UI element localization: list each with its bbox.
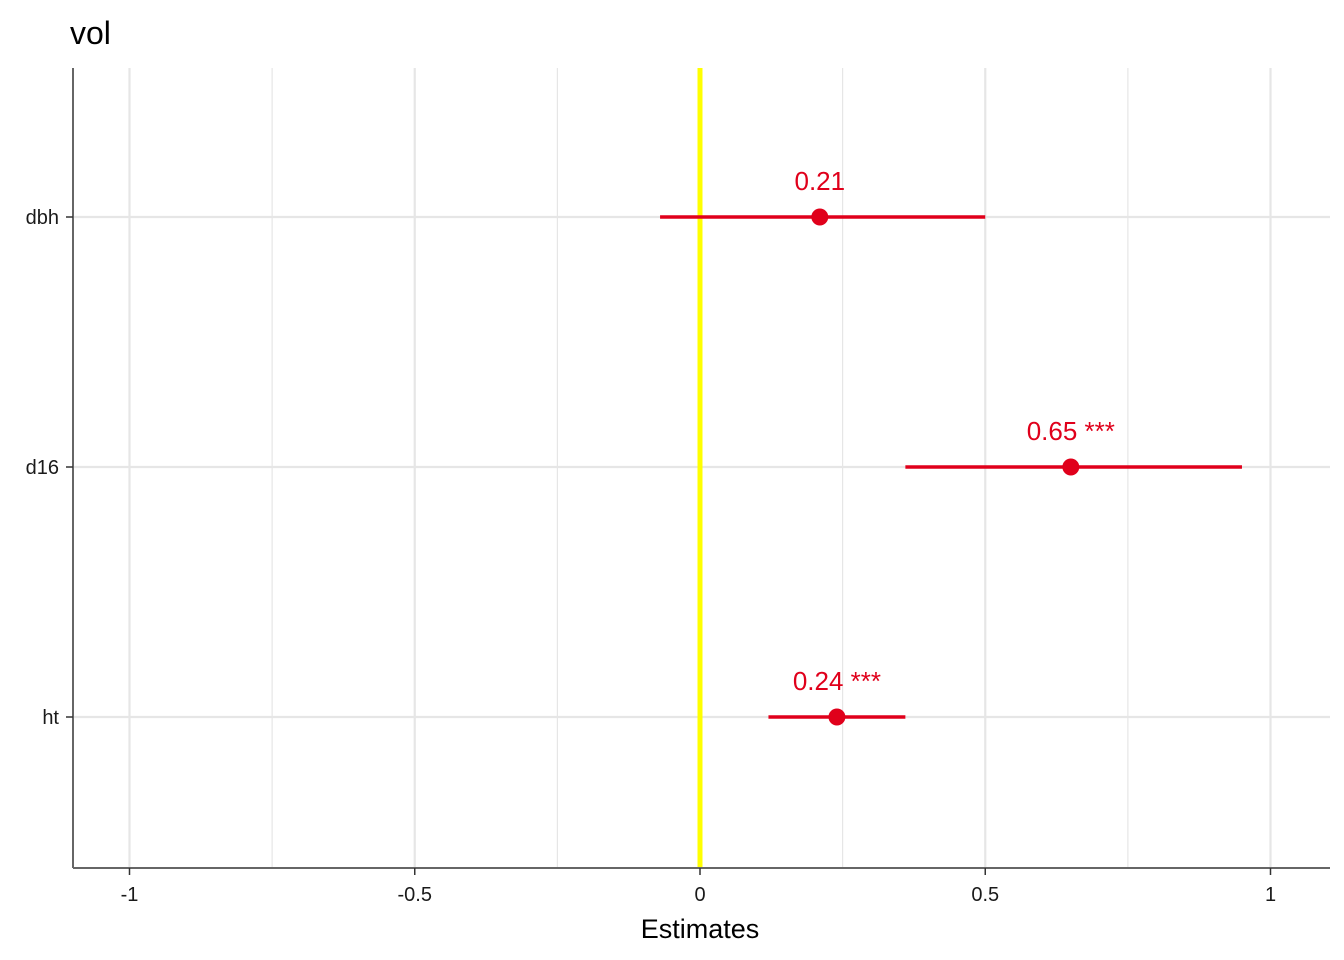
y-tick-label: d16 bbox=[26, 457, 59, 479]
x-axis-title: Estimates bbox=[641, 914, 760, 944]
estimate-label: 0.24 *** bbox=[793, 666, 881, 696]
x-tick-label: -1 bbox=[121, 884, 139, 906]
x-tick-label: -0.5 bbox=[398, 884, 432, 906]
estimate-label: 0.21 bbox=[795, 166, 846, 196]
y-tick-labels: dbh d16 ht bbox=[26, 207, 73, 729]
estimate-label: 0.65 *** bbox=[1027, 416, 1115, 446]
chart-title: vol bbox=[70, 15, 111, 51]
estimate-point bbox=[811, 208, 829, 226]
y-tick-label: ht bbox=[42, 707, 59, 729]
x-tick-label: 0.5 bbox=[971, 884, 999, 906]
estimate-point bbox=[828, 708, 846, 726]
estimate-marks: 0.21 0.65 *** 0.24 *** bbox=[660, 166, 1242, 726]
x-tick-label: 0 bbox=[694, 884, 705, 906]
axes bbox=[72, 68, 1330, 869]
estimate-point bbox=[1062, 458, 1080, 476]
y-tick-label: dbh bbox=[26, 207, 59, 229]
x-tick-labels: -1 -0.5 0 0.5 1 bbox=[121, 868, 1276, 906]
x-tick-label: 1 bbox=[1265, 884, 1276, 906]
